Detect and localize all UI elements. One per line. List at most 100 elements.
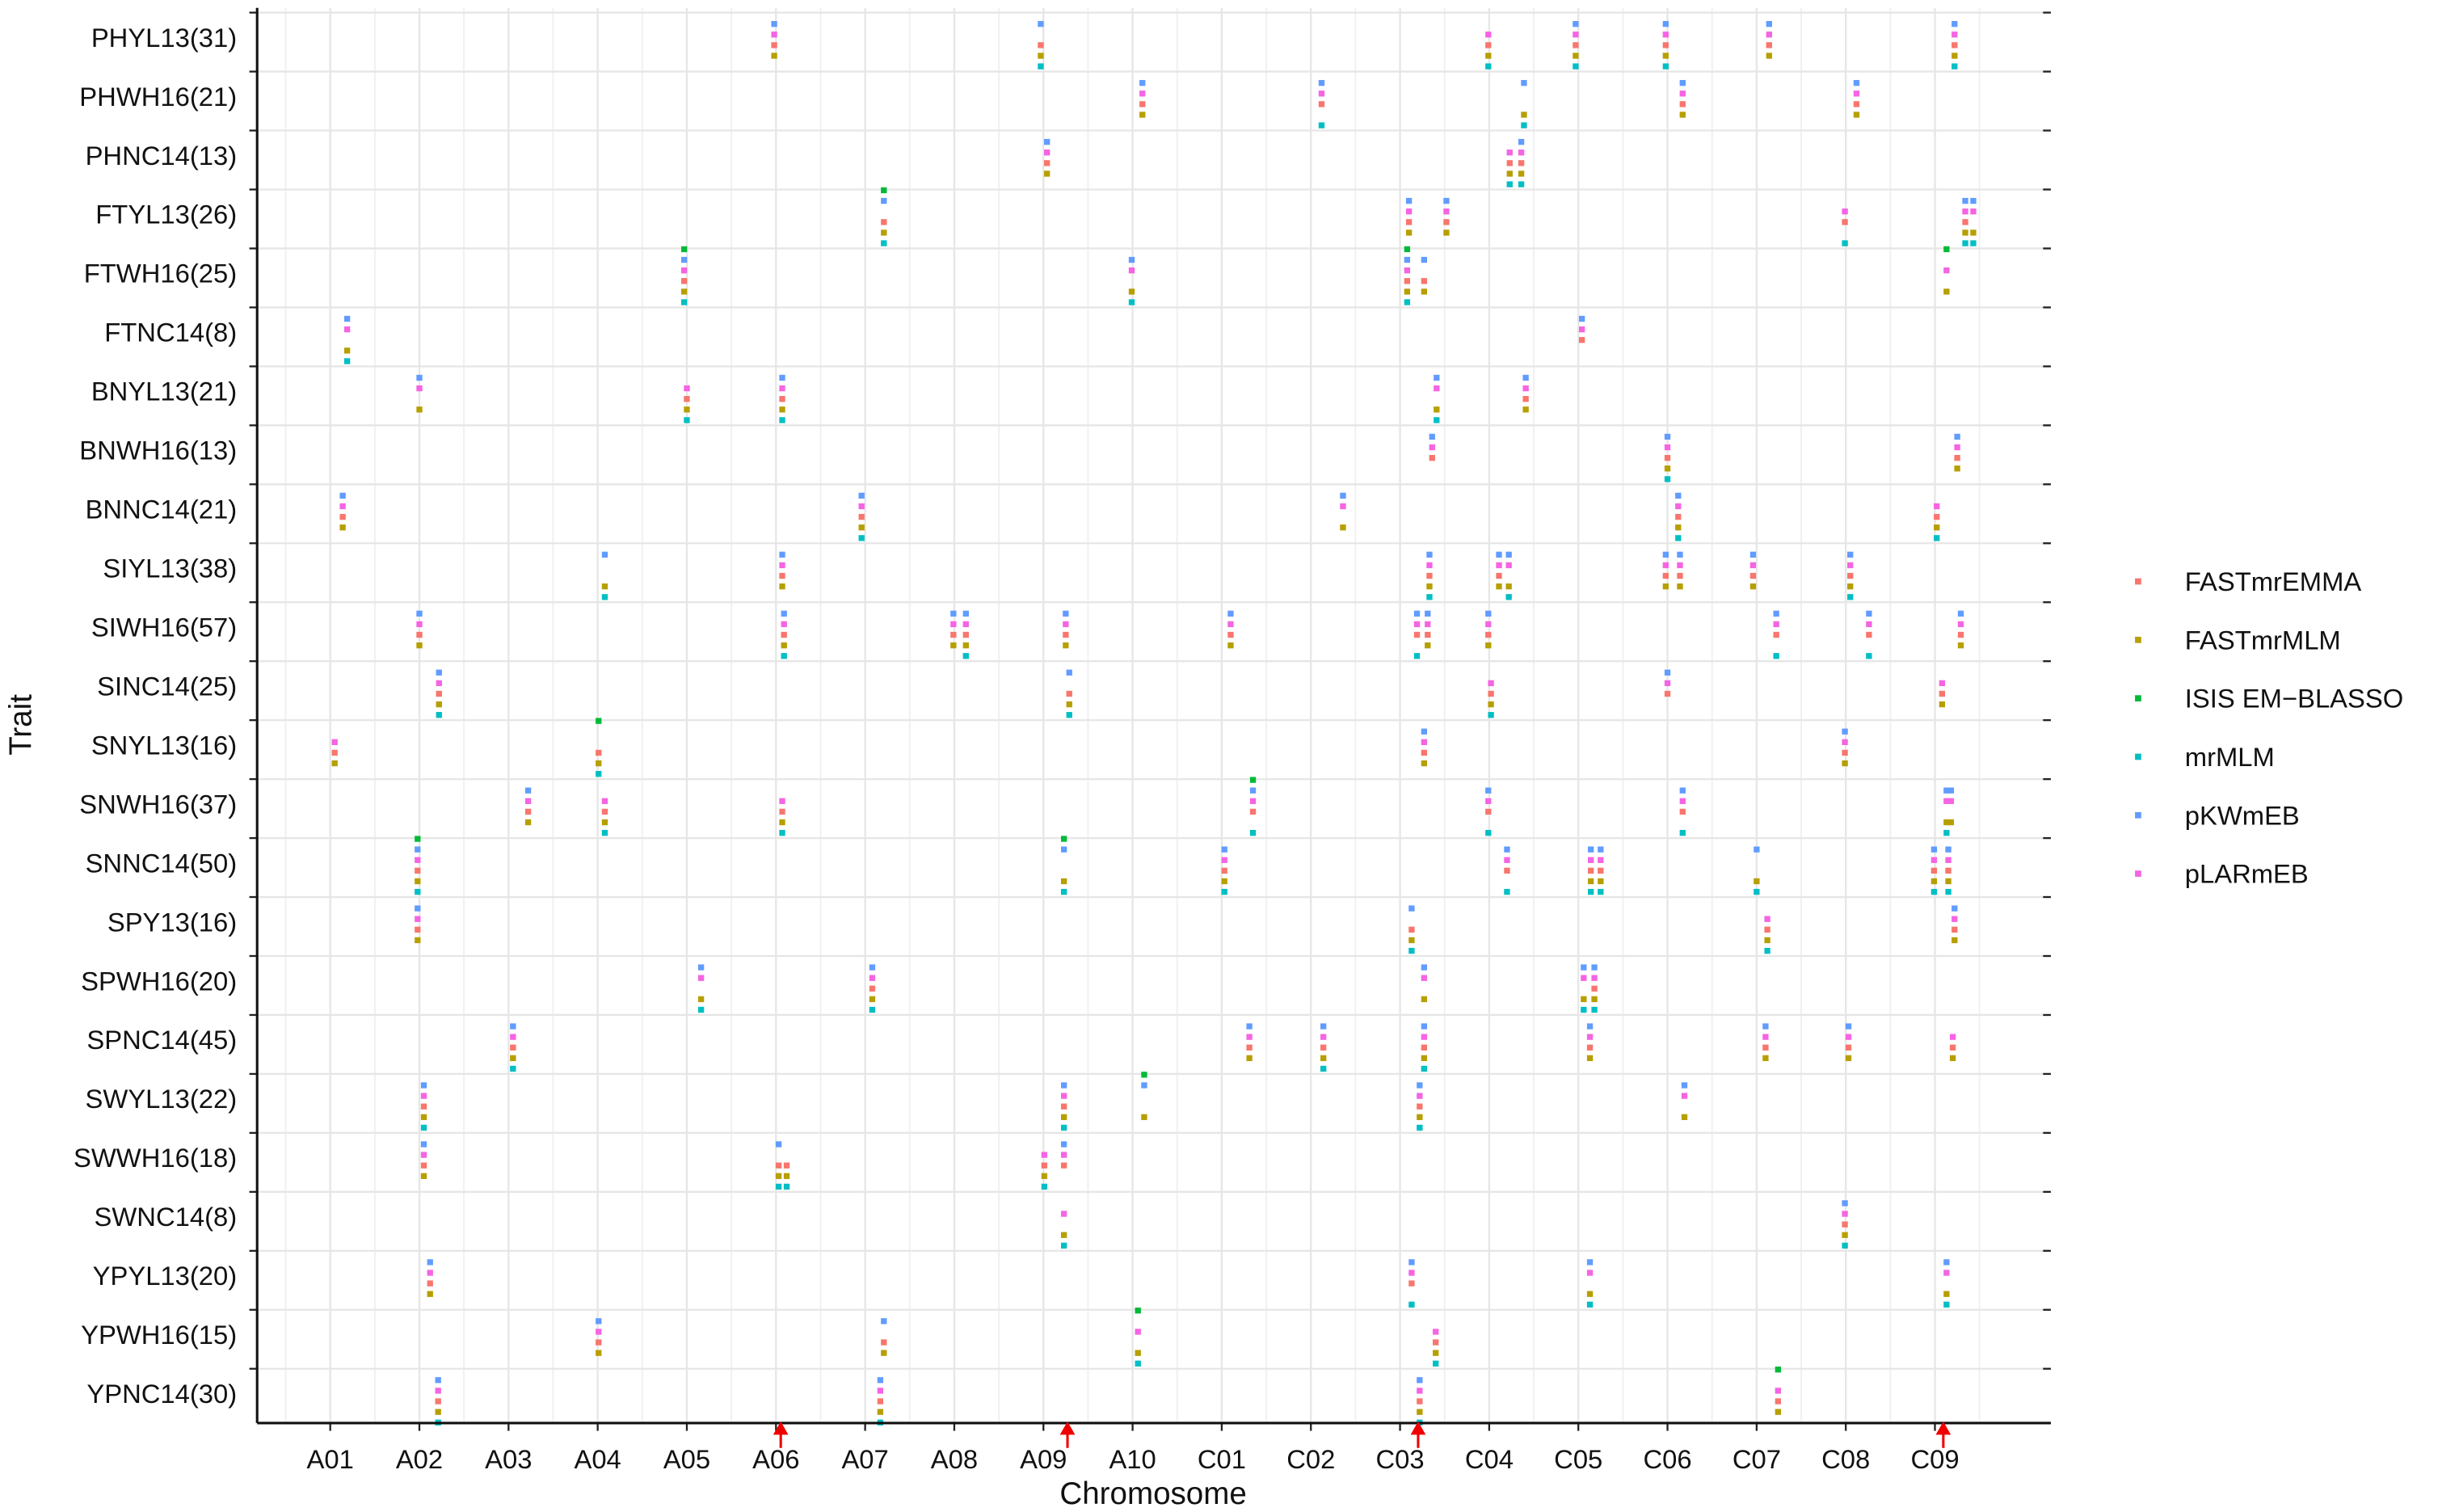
point bbox=[1581, 975, 1587, 981]
point bbox=[1591, 996, 1598, 1003]
point bbox=[415, 905, 421, 912]
point bbox=[1522, 396, 1529, 402]
point bbox=[1773, 631, 1779, 638]
point bbox=[779, 551, 785, 558]
point bbox=[1060, 1103, 1067, 1110]
point bbox=[331, 749, 338, 756]
arrow-head bbox=[1059, 1421, 1076, 1435]
point bbox=[1853, 91, 1860, 97]
point bbox=[1573, 53, 1579, 59]
point bbox=[1421, 1023, 1428, 1030]
point bbox=[1504, 846, 1510, 853]
grid bbox=[257, 7, 2051, 1423]
point bbox=[1433, 1339, 1439, 1346]
point bbox=[881, 197, 887, 204]
point bbox=[1038, 42, 1044, 48]
point bbox=[1496, 551, 1502, 558]
point bbox=[1766, 42, 1772, 48]
y-tick-label: BNNC14(21) bbox=[86, 495, 238, 524]
point bbox=[1664, 465, 1671, 472]
point bbox=[1505, 594, 1512, 600]
point bbox=[1581, 996, 1587, 1003]
point bbox=[771, 42, 777, 48]
point bbox=[1970, 240, 1977, 246]
point bbox=[680, 246, 688, 253]
point bbox=[416, 621, 423, 628]
point bbox=[783, 1183, 790, 1190]
point bbox=[1764, 916, 1770, 922]
point bbox=[1249, 787, 1257, 794]
point bbox=[1408, 926, 1415, 933]
point bbox=[415, 916, 421, 922]
point bbox=[1135, 1350, 1141, 1356]
point bbox=[1421, 1055, 1428, 1062]
point bbox=[1066, 712, 1072, 718]
point bbox=[881, 187, 887, 194]
point bbox=[1063, 621, 1069, 628]
point bbox=[436, 701, 442, 708]
point bbox=[1766, 53, 1772, 59]
point bbox=[1951, 42, 1958, 48]
point bbox=[510, 1065, 516, 1072]
point bbox=[869, 1006, 876, 1013]
point bbox=[420, 1124, 427, 1131]
point bbox=[1135, 1308, 1141, 1314]
y-tick-label: SNYL13(16) bbox=[91, 730, 237, 760]
point bbox=[950, 610, 957, 617]
point bbox=[1318, 79, 1325, 86]
point bbox=[680, 267, 688, 274]
y-tick-label: SPWH16(20) bbox=[81, 966, 237, 996]
point bbox=[1434, 374, 1440, 381]
point bbox=[1413, 631, 1421, 638]
point bbox=[1754, 846, 1760, 853]
point bbox=[779, 396, 785, 402]
point bbox=[1954, 454, 1960, 461]
point bbox=[779, 798, 785, 804]
point bbox=[1951, 63, 1958, 69]
point bbox=[1139, 91, 1146, 97]
point bbox=[858, 524, 865, 531]
y-tick-label: FTNC14(8) bbox=[104, 318, 237, 347]
y-tick-label: SWWH16(18) bbox=[74, 1143, 237, 1173]
point bbox=[1679, 101, 1686, 107]
point bbox=[416, 385, 423, 392]
point bbox=[775, 1173, 782, 1179]
point bbox=[1405, 219, 1413, 225]
point bbox=[1318, 101, 1325, 107]
point bbox=[343, 358, 351, 364]
x-tick-label: C06 bbox=[1643, 1444, 1691, 1474]
point bbox=[1866, 621, 1872, 628]
point bbox=[1842, 1232, 1848, 1238]
point bbox=[781, 610, 787, 617]
point bbox=[1943, 1301, 1950, 1308]
point bbox=[1598, 867, 1604, 874]
y-axis-label: Trait bbox=[4, 694, 39, 756]
y-tick-label: SIWH16(57) bbox=[91, 612, 237, 642]
point bbox=[1866, 653, 1872, 659]
point bbox=[1764, 947, 1770, 954]
point bbox=[877, 1398, 884, 1405]
point bbox=[416, 406, 423, 413]
point bbox=[1504, 857, 1510, 863]
point bbox=[1773, 653, 1779, 659]
y-tick-label: BNYL13(21) bbox=[91, 377, 237, 406]
point bbox=[415, 836, 421, 842]
point bbox=[1951, 926, 1958, 933]
point bbox=[1845, 1034, 1852, 1040]
point bbox=[1417, 1082, 1423, 1089]
point bbox=[962, 642, 969, 649]
point bbox=[1581, 964, 1587, 971]
point bbox=[596, 1350, 602, 1356]
point bbox=[950, 642, 957, 649]
point bbox=[1421, 289, 1428, 295]
point bbox=[1421, 728, 1428, 735]
point bbox=[1943, 829, 1950, 836]
point bbox=[1060, 1232, 1067, 1238]
point bbox=[1139, 101, 1146, 107]
point bbox=[1951, 905, 1958, 912]
point bbox=[1957, 642, 1964, 649]
point bbox=[869, 975, 876, 981]
legend-label: ISIS EM−BLASSO bbox=[2185, 684, 2403, 714]
point bbox=[1135, 1360, 1141, 1367]
point bbox=[524, 819, 532, 826]
